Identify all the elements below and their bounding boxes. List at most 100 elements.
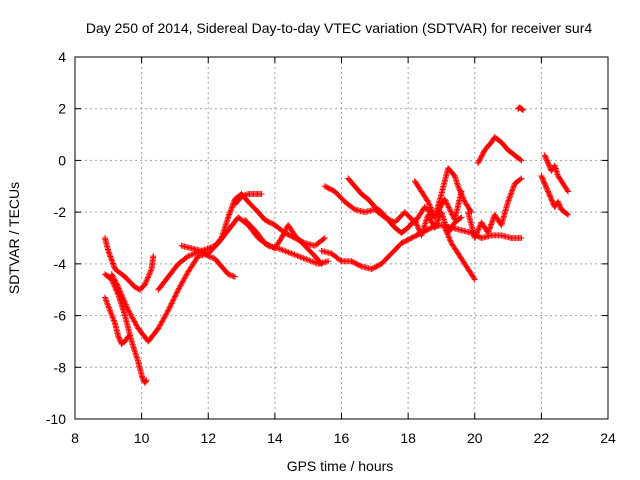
data-point-marker — [471, 235, 478, 241]
data-point-marker — [105, 303, 112, 310]
series-arc-o — [475, 134, 525, 167]
data-point-marker — [472, 232, 479, 239]
data-point-marker — [413, 221, 420, 228]
data-point-marker — [477, 154, 484, 161]
data-point-marker — [109, 272, 116, 279]
series-arc-a — [101, 235, 157, 293]
data-point-marker — [445, 233, 452, 240]
data-point-marker — [543, 185, 550, 192]
data-point-marker — [548, 196, 555, 203]
data-point-marker — [230, 273, 237, 280]
data-point-marker — [431, 224, 438, 231]
data-point-marker — [456, 187, 463, 194]
data-point-marker — [115, 284, 122, 291]
data-point-marker — [102, 295, 109, 302]
data-point-marker — [225, 214, 232, 221]
data-point-marker — [447, 207, 454, 214]
data-point-marker — [109, 260, 116, 267]
data-point-marker — [279, 232, 286, 239]
data-point-marker — [306, 257, 313, 264]
data-point-marker — [427, 216, 434, 223]
data-point-marker — [520, 107, 527, 114]
data-point-marker — [455, 183, 462, 190]
data-point-marker — [119, 294, 126, 301]
data-point-marker — [300, 255, 307, 262]
data-point-marker — [205, 245, 212, 252]
data-point-marker — [150, 253, 157, 260]
data-point-marker — [510, 183, 517, 190]
data-point-marker — [105, 247, 112, 254]
grid-lines — [75, 57, 608, 419]
data-point-marker — [120, 297, 127, 304]
data-point-marker — [107, 253, 114, 260]
data-point-marker — [278, 235, 285, 241]
data-point-marker — [106, 305, 113, 312]
data-point-marker — [555, 198, 562, 205]
data-point-marker — [411, 216, 418, 223]
series-arc-p — [515, 104, 527, 114]
data-point-marker — [486, 225, 493, 232]
data-point-marker — [298, 254, 305, 261]
data-point-marker — [169, 297, 176, 304]
data-point-marker — [475, 225, 482, 232]
data-point-marker — [428, 218, 435, 225]
data-point-marker — [541, 179, 548, 186]
data-point-marker — [415, 225, 422, 232]
data-point-marker — [540, 178, 547, 185]
data-point-marker — [143, 278, 150, 285]
data-point-marker — [171, 293, 178, 300]
data-point-marker — [103, 298, 110, 305]
data-point-marker — [434, 219, 441, 226]
y-tick-label: -4 — [54, 256, 67, 272]
data-point-marker — [206, 253, 213, 260]
data-point-marker — [281, 247, 288, 254]
data-point-marker — [112, 278, 119, 285]
x-tick-labels: 8 10 12 14 16 18 20 22 24 — [71, 430, 616, 446]
data-point-marker — [173, 290, 180, 297]
data-point-marker — [291, 251, 298, 258]
data-point-marker — [480, 149, 487, 156]
data-point-marker — [441, 224, 448, 231]
data-point-marker — [461, 197, 468, 204]
data-point-marker — [145, 273, 152, 280]
data-point-marker — [487, 222, 494, 229]
data-point-marker — [147, 268, 154, 275]
y-tick-label: 0 — [58, 152, 66, 168]
y-axis-label: SDTVAR / TECUs — [6, 182, 22, 294]
data-point-marker — [115, 333, 122, 340]
data-point-marker — [541, 152, 548, 159]
x-tick-label: 16 — [334, 430, 350, 446]
data-point-marker — [109, 314, 116, 321]
data-point-marker — [122, 300, 129, 307]
data-point-marker — [448, 210, 455, 217]
data-point-marker — [458, 214, 465, 221]
data-point-marker — [107, 254, 114, 261]
data-point-marker — [565, 188, 572, 195]
data-point-marker — [146, 271, 153, 278]
data-point-marker — [488, 220, 495, 227]
data-point-marker — [279, 233, 286, 240]
y-tick-label: -6 — [54, 308, 67, 324]
data-point-marker — [279, 247, 286, 254]
data-point-marker — [107, 308, 114, 315]
data-point-marker — [543, 157, 550, 164]
data-point-marker — [165, 307, 172, 314]
data-point-marker — [427, 204, 434, 211]
data-point-marker — [117, 288, 124, 295]
data-point-marker — [114, 282, 121, 289]
data-point-marker — [124, 334, 131, 341]
data-point-marker — [546, 162, 553, 169]
data-point-marker — [225, 212, 232, 219]
data-point-marker — [287, 249, 294, 256]
data-point-marker — [115, 334, 122, 341]
data-point-marker — [517, 156, 524, 163]
data-point-marker — [545, 160, 552, 167]
data-point-marker — [301, 255, 308, 262]
data-point-marker — [471, 276, 478, 283]
data-point-marker — [164, 308, 171, 315]
data-point-marker — [542, 181, 549, 188]
y-tick-labels: -10 -8 -6 -4 -2 0 2 4 — [46, 49, 66, 427]
data-point-marker — [543, 184, 550, 191]
data-point-marker — [110, 317, 117, 324]
data-point-marker — [475, 160, 482, 167]
